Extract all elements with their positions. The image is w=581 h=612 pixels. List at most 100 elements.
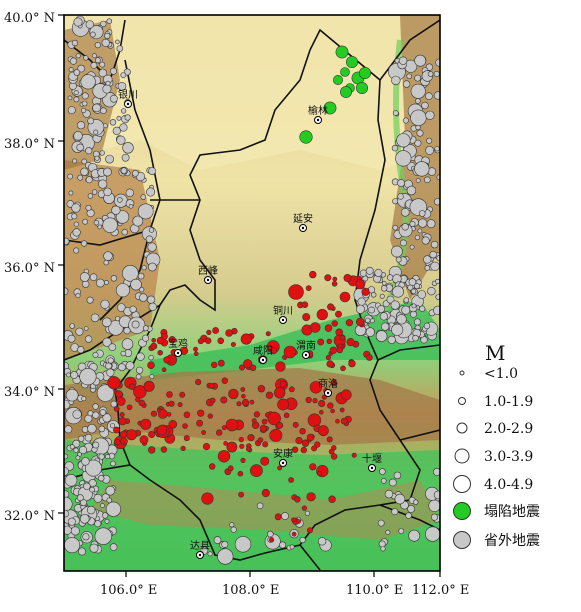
legend-label: 3.0-3.9 <box>484 449 533 465</box>
event-marker <box>309 381 323 394</box>
event-marker <box>130 278 142 291</box>
event-marker <box>410 83 426 99</box>
event-marker <box>433 305 440 315</box>
event-marker <box>433 490 440 500</box>
axis-ticks <box>58 14 441 577</box>
event-marker <box>425 145 434 155</box>
event-marker <box>119 412 125 418</box>
event-marker <box>121 338 134 350</box>
event-marker <box>183 435 190 442</box>
event-marker <box>302 313 311 322</box>
event-marker <box>91 53 97 59</box>
event-marker <box>351 452 357 458</box>
event-marker <box>234 536 252 553</box>
event-marker <box>362 275 369 282</box>
event-marker <box>240 387 246 392</box>
event-marker <box>343 273 352 282</box>
event-marker <box>392 285 404 298</box>
event-marker <box>317 537 327 546</box>
event-marker <box>316 309 328 321</box>
event-marker <box>410 109 427 127</box>
event-marker <box>115 316 121 322</box>
event-marker <box>140 418 152 430</box>
event-marker <box>68 67 74 73</box>
event-marker <box>430 513 438 521</box>
event-marker <box>115 390 123 398</box>
event-marker <box>274 387 286 399</box>
event-marker <box>148 302 157 311</box>
event-marker <box>100 503 105 508</box>
event-marker <box>197 338 204 345</box>
event-marker <box>206 329 212 336</box>
event-marker <box>112 126 121 135</box>
event-marker <box>104 518 110 524</box>
event-marker <box>89 273 98 282</box>
event-marker <box>111 205 121 215</box>
event-marker <box>411 303 417 309</box>
event-marker <box>121 153 130 162</box>
city-label: 渭南 <box>296 339 316 352</box>
event-marker <box>129 383 136 390</box>
event-marker <box>294 496 301 503</box>
event-marker <box>414 161 430 177</box>
event-marker <box>75 53 81 59</box>
event-marker <box>392 198 399 205</box>
event-marker <box>105 80 111 86</box>
event-marker <box>407 284 414 291</box>
legend-item: 塌陷地震 <box>453 502 540 520</box>
event-marker <box>163 356 171 364</box>
event-marker <box>261 488 270 498</box>
event-marker <box>68 190 74 196</box>
event-marker <box>220 396 228 404</box>
event-marker <box>81 158 88 165</box>
event-marker <box>106 497 113 504</box>
legend-title: M <box>485 341 505 365</box>
event-marker <box>180 445 186 452</box>
event-marker <box>309 463 317 471</box>
event-marker <box>102 317 112 328</box>
event-marker <box>249 364 257 371</box>
city-marker: 延安 <box>293 212 313 232</box>
event-marker <box>228 388 239 400</box>
event-marker <box>132 215 144 227</box>
event-marker <box>99 61 106 68</box>
event-marker <box>105 362 112 370</box>
event-marker <box>412 334 419 342</box>
event-marker <box>361 287 370 296</box>
event-marker <box>384 489 394 499</box>
event-marker <box>409 244 415 250</box>
event-marker <box>279 541 287 549</box>
event-marker <box>217 337 224 345</box>
event-marker <box>76 143 84 152</box>
event-marker <box>120 108 127 114</box>
event-marker <box>87 117 95 125</box>
city-label: 咸阳 <box>253 345 273 357</box>
event-marker <box>136 352 145 361</box>
event-marker <box>406 73 413 80</box>
lon-label-112: 112.0° E <box>412 583 469 598</box>
event-marker <box>217 359 225 367</box>
event-marker <box>421 101 429 110</box>
legend-item: 4.0-4.9 <box>453 475 533 493</box>
event-marker <box>300 446 307 454</box>
event-marker <box>120 350 126 357</box>
event-marker <box>414 74 421 82</box>
event-marker <box>69 323 75 329</box>
event-marker <box>326 360 334 368</box>
event-marker <box>299 536 306 544</box>
event-marker <box>309 270 317 279</box>
event-marker <box>151 337 156 343</box>
event-marker <box>160 446 168 453</box>
event-marker <box>369 318 375 324</box>
event-marker <box>114 438 121 446</box>
event-marker <box>328 495 336 503</box>
event-marker <box>329 346 338 354</box>
event-marker <box>73 447 79 453</box>
event-marker <box>102 217 118 233</box>
city-marker: 西峰 <box>198 265 218 284</box>
event-marker <box>301 505 308 511</box>
event-marker <box>295 437 303 445</box>
event-marker <box>65 388 79 402</box>
city-marker: 达县 <box>190 540 210 559</box>
event-marker <box>100 299 110 309</box>
